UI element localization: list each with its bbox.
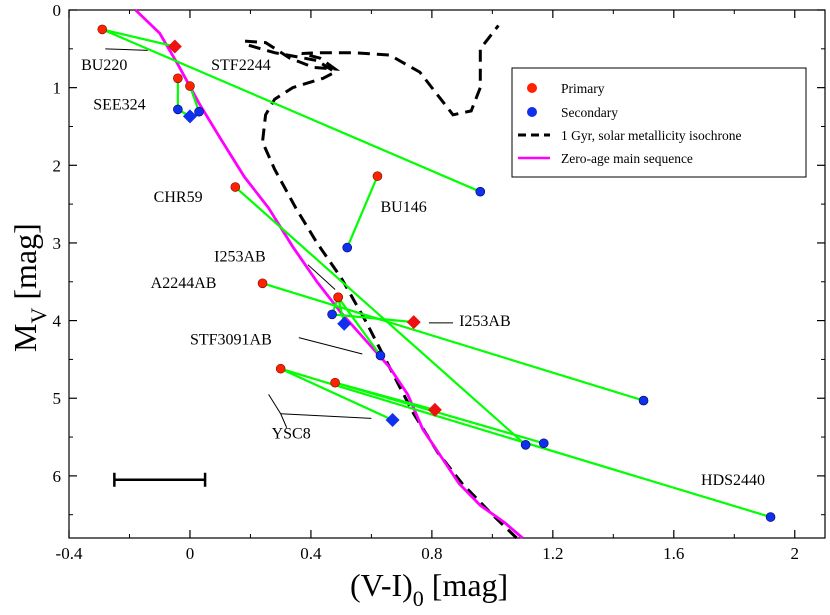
label-pointer — [105, 48, 148, 51]
y-axis-title-sub: V — [26, 308, 51, 324]
isochrone-curve — [241, 24, 518, 540]
diamond-marker — [182, 109, 197, 124]
x-tick-label: 0.4 — [300, 544, 322, 563]
legend-box — [511, 67, 807, 178]
diamond-marker — [406, 315, 421, 330]
y-tick-label: 0 — [53, 1, 62, 20]
x-tick-label: 0.8 — [421, 544, 442, 563]
x-axis-title-main: (V-I) — [350, 567, 413, 603]
star-label: STF2244 — [211, 57, 271, 74]
diamond-marker — [167, 39, 182, 54]
primary-point — [230, 182, 241, 192]
secondary-point — [194, 106, 204, 117]
star-label: STF3091AB — [190, 332, 272, 349]
connector-line — [101, 28, 481, 193]
star-label: BU146 — [380, 199, 426, 216]
star-label: SEE324 — [93, 96, 145, 113]
secondary-point — [520, 440, 531, 450]
x-axis-title-unit: [mag] — [432, 567, 508, 603]
y-tick-label: 6 — [53, 467, 62, 486]
y-tick-label: 1 — [53, 79, 62, 98]
legend: Primary Secondary 1 Gyr, solar metallici… — [511, 67, 807, 178]
x-axis-title: (V-I)0 [mag] — [350, 567, 508, 611]
secondary-point — [375, 350, 386, 361]
y-tick-label: 4 — [53, 312, 62, 331]
error-bar — [113, 472, 207, 487]
connector-line — [234, 186, 527, 446]
primary-point — [333, 292, 343, 303]
label-pointer — [280, 413, 372, 419]
data-markers — [97, 24, 776, 522]
y-tick-label: 2 — [53, 156, 62, 175]
legend-primary-dot — [527, 83, 537, 93]
diamond-connector — [102, 28, 176, 48]
connector-line — [262, 282, 644, 402]
x-tick-label: 0 — [186, 544, 195, 563]
secondary-point — [342, 242, 353, 253]
legend-secondary-label: Secondary — [561, 105, 618, 120]
x-tick-label: 1.6 — [663, 544, 684, 563]
secondary-point — [475, 186, 486, 197]
primary-point — [275, 363, 286, 374]
secondary-point — [173, 104, 183, 115]
star-labels: BU220 STF2244 SEE324 CHR59 BU146 I253AB A2244A… — [81, 57, 765, 489]
x-axis-title-sub: 0 — [413, 586, 424, 611]
diamond-connector — [280, 367, 394, 421]
star-label: YSC8 — [272, 426, 311, 443]
y-tick-label: 3 — [53, 234, 62, 253]
x-tick-label: 1.2 — [542, 544, 563, 563]
star-label: A2244AB — [151, 275, 217, 292]
label-pointer — [307, 264, 336, 290]
x-tick-label: 2 — [791, 544, 800, 563]
diamond-connector — [331, 313, 414, 324]
secondary-point — [638, 395, 649, 406]
y-axis-ticks: 0 1 2 3 4 5 6 — [53, 1, 825, 516]
y-axis-title-main: M — [7, 324, 43, 352]
star-label: I253AB — [214, 249, 266, 266]
connector-line — [346, 175, 379, 249]
connector-line — [337, 296, 382, 357]
x-tick-label: -0.4 — [56, 544, 83, 563]
diamond-marker — [385, 412, 400, 427]
primary-point — [185, 81, 195, 91]
diamond-marker — [337, 316, 352, 331]
diamond-marker — [427, 402, 442, 417]
legend-zams-label: Zero-age main sequence — [561, 151, 693, 166]
y-axis-title: MV [mag] — [7, 223, 51, 352]
secondary-point — [327, 309, 337, 320]
y-tick-label: 5 — [53, 389, 62, 408]
star-label: CHR59 — [154, 189, 203, 206]
primary-point — [372, 171, 383, 181]
star-label: BU220 — [81, 57, 127, 74]
x-axis-ticks: -0.4 0 0.4 0.8 1.2 1.6 2 — [56, 10, 799, 563]
primary-point — [257, 278, 268, 289]
label-pointers — [105, 48, 454, 428]
legend-secondary-dot — [527, 107, 537, 117]
diamond-connector — [334, 381, 436, 411]
y-axis-title-unit: [mag] — [7, 223, 43, 299]
secondary-point — [538, 438, 549, 449]
star-label: HDS2440 — [701, 472, 765, 489]
secondary-point — [765, 512, 776, 522]
legend-primary-label: Primary — [561, 81, 605, 96]
plot-frame — [68, 9, 826, 539]
primary-point — [97, 24, 108, 35]
label-pointer — [268, 394, 288, 428]
primary-point — [330, 377, 340, 388]
primary-point — [173, 73, 183, 84]
star-label: I253AB — [459, 313, 511, 330]
label-pointer — [298, 337, 363, 355]
legend-isochrone-label: 1 Gyr, solar metallicity isochrone — [561, 128, 742, 143]
